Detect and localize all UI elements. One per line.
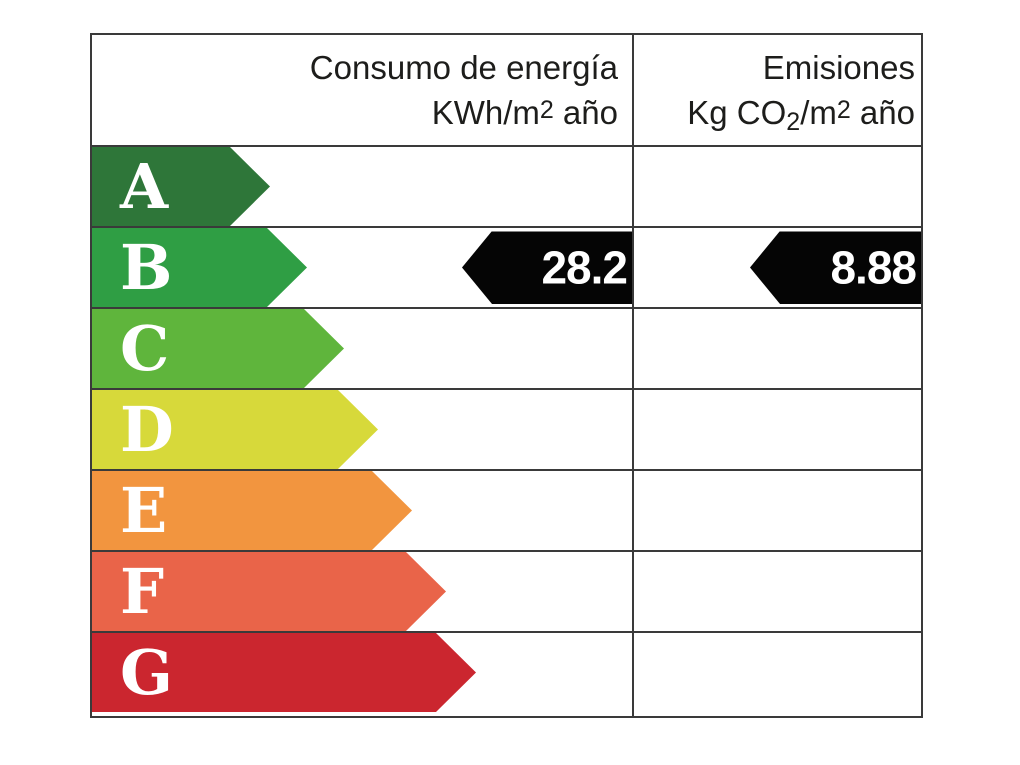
rating-letter-c: C — [120, 311, 170, 385]
rating-row-a: A — [92, 147, 921, 226]
emissions-header: Emisiones Kg CO2/m2 año — [632, 35, 921, 145]
rating-bar-c: C — [92, 309, 344, 388]
emissions-header-line1: Emisiones — [762, 49, 915, 86]
consumption-value-indicator: 28.2 — [462, 231, 632, 304]
rating-rows: A B 28.2 8.88 C D E F G — [92, 147, 921, 712]
rating-letter-a: A — [120, 149, 169, 223]
rating-letter-g: G — [120, 635, 173, 709]
rating-bar-d: D — [92, 390, 378, 469]
rating-bar-g: G — [92, 633, 476, 712]
rating-bar-b: B — [92, 228, 307, 307]
emissions-value-indicator: 8.88 — [750, 231, 921, 304]
rating-bar-f: F — [92, 552, 446, 631]
consumption-header-line2: KWh/m2 año — [431, 94, 618, 131]
table-header: Consumo de energía KWh/m2 año Emisiones … — [92, 35, 921, 147]
rating-table: Consumo de energía KWh/m2 año Emisiones … — [90, 33, 923, 718]
rating-bar-a: A — [92, 147, 270, 226]
rating-row-c: C — [92, 307, 921, 388]
rating-letter-b: B — [120, 230, 173, 304]
rating-row-d: D — [92, 388, 921, 469]
rating-bar-e: E — [92, 471, 412, 550]
rating-letter-d: D — [120, 392, 174, 466]
column-divider — [632, 35, 634, 716]
rating-letter-f: F — [120, 554, 165, 628]
rating-row-b: B 28.2 8.88 — [92, 226, 921, 307]
emissions-header-line2: Kg CO2/m2 año — [687, 94, 915, 136]
rating-letter-e: E — [120, 473, 168, 547]
rating-row-e: E — [92, 469, 921, 550]
consumption-header: Consumo de energía KWh/m2 año — [92, 35, 632, 145]
rating-row-f: F — [92, 550, 921, 631]
rating-row-g: G — [92, 631, 921, 712]
consumption-header-line1: Consumo de energía — [309, 49, 618, 86]
